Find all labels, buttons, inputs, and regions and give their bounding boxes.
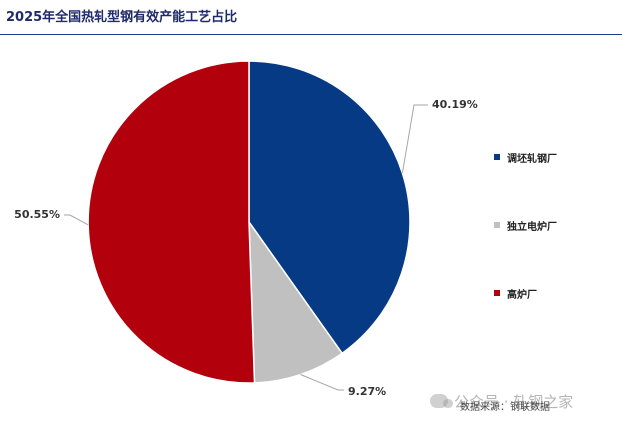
legend-label: 高炉厂 (507, 290, 537, 301)
data-source: 数据来源：钢联数据 (460, 402, 550, 413)
leader-line-2 (64, 214, 89, 226)
legend-label: 调坯轧钢厂 (507, 154, 557, 165)
legend-swatch-icon (494, 154, 500, 160)
leader-line-1 (300, 374, 344, 391)
legend-item-gaolu: 高炉厂 (494, 286, 622, 354)
pie-slice-0 (248, 60, 411, 355)
data-label-1: 9.27% (348, 385, 386, 398)
legend-label: 独立电炉厂 (507, 222, 557, 233)
title-divider (0, 34, 622, 35)
legend-swatch-icon (494, 290, 500, 296)
pie-slice-2 (87, 60, 256, 384)
chart-title: 2025年全国热轧型钢有效产能工艺占比 (6, 10, 238, 25)
leader-line-0 (401, 104, 428, 174)
legend-item-tiaopi: 调坯轧钢厂 (494, 150, 622, 218)
pie-slice-1 (248, 219, 344, 384)
legend-item-dianlu: 独立电炉厂 (494, 218, 622, 286)
data-label-2: 50.55% (14, 208, 60, 221)
legend: 调坯轧钢厂 独立电炉厂 高炉厂 (494, 150, 622, 354)
data-label-0: 40.19% (432, 98, 478, 111)
legend-swatch-icon (494, 222, 500, 228)
